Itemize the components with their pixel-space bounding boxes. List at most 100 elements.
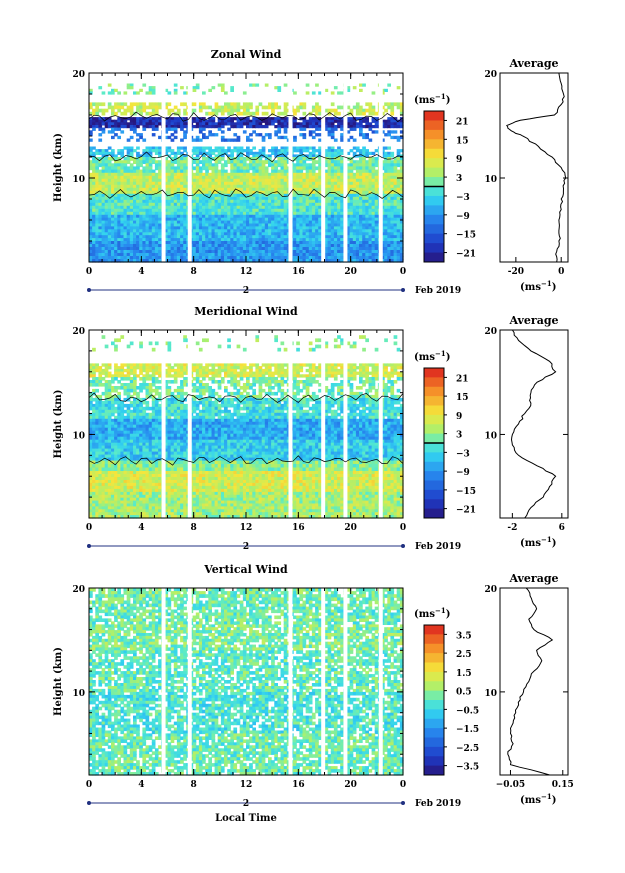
heatmap-cell: [233, 363, 238, 367]
heatmap-cell: [264, 119, 269, 123]
heatmap-cell: [183, 117, 187, 121]
heatmap-cell: [183, 108, 187, 113]
heatmap-cell: [89, 91, 93, 95]
heatmap-cell: [220, 119, 225, 123]
heatmap-cell: [192, 259, 197, 263]
heatmap-cell: [126, 149, 131, 153]
heatmap-cell: [148, 363, 153, 367]
heatmap-cell: [246, 117, 250, 121]
heatmap-cell: [145, 157, 150, 161]
heatmap-cell: [318, 338, 322, 343]
heatmap-cell: [368, 205, 373, 210]
heatmap-cell: [183, 157, 187, 161]
heatmap-cell: [236, 181, 241, 186]
heatmap-cell: [183, 211, 187, 216]
heatmap-cell: [214, 196, 219, 201]
heatmap-cell: [148, 119, 153, 123]
heatmap-cell: [214, 181, 219, 186]
heatmap-cell: [299, 241, 304, 245]
heatmap-cell: [283, 190, 288, 195]
heatmap-cell: [381, 259, 385, 263]
heatmap-cell: [142, 253, 147, 257]
heatmap-cell: [220, 235, 225, 239]
heatmap-cell: [145, 247, 150, 251]
heatmap-cell: [239, 232, 244, 236]
heatmap-cell: [246, 250, 250, 254]
heatmap-cell: [246, 214, 250, 219]
heatmap-cell: [315, 175, 319, 180]
heatmap-cell: [114, 133, 118, 137]
heatmap-cell: [252, 160, 256, 164]
heatmap-cell: [202, 117, 206, 121]
heatmap-cell: [117, 250, 121, 254]
heatmap-cell: [129, 214, 134, 219]
x-tick-label: 0: [400, 267, 406, 277]
heatmap-cell: [302, 181, 307, 186]
heatmap-cell: [139, 181, 143, 186]
heatmap-cell: [208, 160, 212, 164]
heatmap-cell: [123, 259, 128, 263]
heatmap-cell: [302, 119, 307, 123]
heatmap-cell: [142, 247, 147, 251]
heatmap-cell: [242, 181, 247, 186]
heatmap-cell: [399, 232, 404, 236]
heatmap-cell: [399, 172, 404, 177]
heatmap-cell: [158, 202, 162, 207]
heatmap-cell: [390, 163, 395, 168]
heatmap-cell: [299, 163, 304, 168]
heatmap-cell: [355, 187, 360, 192]
heatmap-cell: [264, 214, 269, 219]
heatmap-cell: [387, 199, 391, 204]
heatmap-cell: [242, 235, 247, 239]
heatmap-cell: [268, 135, 272, 140]
heatmap-cell: [258, 178, 263, 183]
heatmap-cell: [333, 202, 338, 207]
heatmap-cell: [346, 163, 351, 168]
heatmap-cell: [296, 238, 300, 242]
heatmap-cell: [107, 181, 112, 186]
heatmap-cell: [337, 146, 341, 150]
heatmap-cell: [274, 247, 278, 251]
heatmap-cell: [183, 175, 187, 180]
heatmap-cell: [224, 187, 228, 192]
heatmap-cell: [192, 88, 197, 92]
heatmap-cell: [252, 253, 256, 257]
heatmap-cell: [355, 244, 360, 248]
heatmap-cell: [145, 253, 150, 257]
heatmap-cell: [374, 111, 379, 116]
heatmap-cell: [359, 238, 363, 242]
heatmap-cell: [271, 178, 275, 183]
heatmap-cell: [120, 184, 125, 189]
heatmap-cell: [170, 157, 175, 161]
heatmap-cell: [224, 196, 228, 201]
heatmap-cell: [129, 154, 134, 158]
heatmap-cell: [249, 247, 253, 251]
heatmap-cell: [371, 91, 376, 95]
heatmap-cell: [167, 184, 172, 189]
heatmap-cell: [98, 202, 103, 207]
heatmap-cell: [327, 122, 332, 126]
heatmap-cell: [227, 196, 231, 201]
heatmap-cell: [101, 220, 106, 225]
heatmap-cell: [129, 187, 134, 192]
heatmap-cell: [117, 229, 121, 233]
heatmap-cell: [271, 220, 275, 225]
heatmap-cell: [214, 199, 219, 204]
heatmap-cell: [205, 363, 209, 367]
heatmap-cell: [98, 259, 103, 263]
heatmap-cell: [227, 138, 231, 142]
heatmap-cell: [268, 184, 272, 189]
heatmap-cell: [154, 178, 159, 183]
heatmap-cell: [104, 217, 109, 222]
heatmap-cell: [333, 344, 338, 349]
heatmap-cell: [333, 259, 338, 263]
heatmap-cell: [167, 256, 172, 260]
heatmap-cell: [274, 133, 278, 137]
heatmap-cell: [381, 211, 385, 216]
heatmap-cell: [133, 238, 137, 242]
heatmap-cell: [202, 166, 206, 171]
heatmap-cell: [315, 102, 319, 107]
heatmap-cell: [101, 235, 106, 239]
heatmap-cell: [381, 220, 385, 225]
heatmap-cell: [324, 363, 329, 367]
